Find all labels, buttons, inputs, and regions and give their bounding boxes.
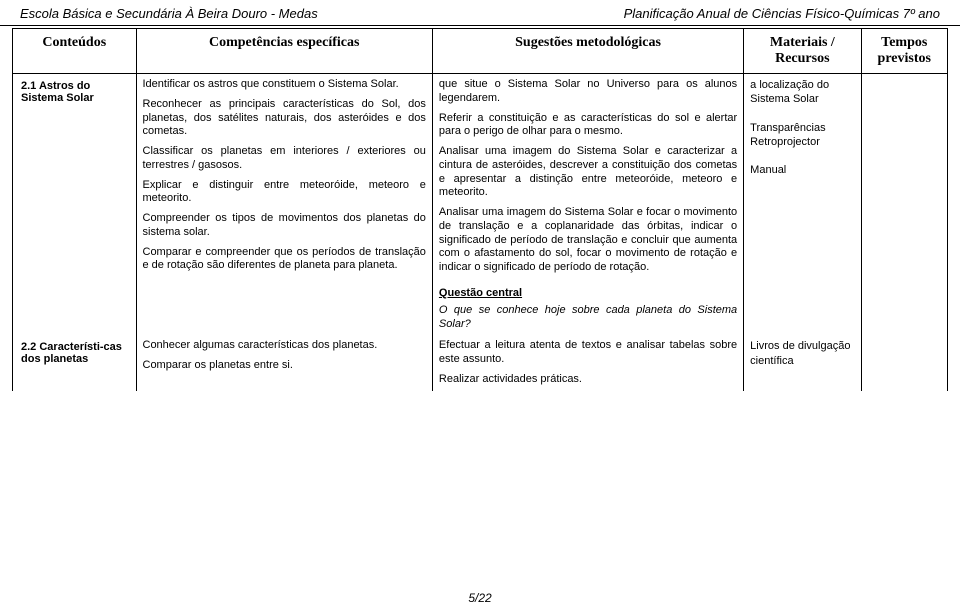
page-number: 5/22 (0, 591, 960, 605)
competencia-text: Identificar os astros que constituem o S… (143, 78, 426, 92)
col-sugestoes: Sugestões metodológicas (432, 29, 743, 74)
cell-competencias: Identificar os astros que constituem o S… (136, 74, 432, 279)
col-tempos: Tempos previstos (861, 29, 948, 74)
questao-title: Questão central (439, 287, 737, 299)
cell-empty (136, 279, 432, 336)
cell-questao: Questão central O que se conhece hoje so… (432, 279, 743, 336)
competencia-text: Reconhecer as principais características… (143, 98, 426, 139)
plan-table: Conteúdos Competências específicas Suges… (12, 28, 948, 391)
material-item: Livros de divulgação científica (750, 339, 854, 368)
col-conteudos: Conteúdos (13, 29, 137, 74)
col-competencias: Competências específicas (136, 29, 432, 74)
table-row: 2.1 Astros do Sistema Solar Identificar … (13, 74, 948, 279)
competencia-text: Comparar e compreender que os períodos d… (143, 246, 426, 274)
cell-tempos (861, 335, 948, 390)
sugestao-text: que situe o Sistema Solar no Universo pa… (439, 78, 737, 106)
cell-competencias: Conhecer algumas características dos pla… (136, 335, 432, 390)
competencia-text: Explicar e distinguir entre meteoróide, … (143, 179, 426, 207)
cell-sugestoes: que situe o Sistema Solar no Universo pa… (432, 74, 743, 279)
sugestao-text: Realizar actividades práticas. (439, 373, 737, 387)
competencia-text: Compreender os tipos de movimentos dos p… (143, 212, 426, 240)
topic-title: 2.1 Astros do Sistema Solar (19, 78, 130, 106)
material-item: a localização do Sistema Solar (750, 78, 854, 107)
competencia-text: Classificar os planetas em interiores / … (143, 145, 426, 173)
questao-text: O que se conhece hoje sobre cada planeta… (439, 304, 737, 332)
cell-conteudo: 2.1 Astros do Sistema Solar (13, 74, 137, 279)
cell-materiais: a localização do Sistema Solar Transparê… (744, 74, 861, 279)
cell-empty (744, 279, 861, 336)
cell-sugestoes: Efectuar a leitura atenta de textos e an… (432, 335, 743, 390)
sugestao-text: Efectuar a leitura atenta de textos e an… (439, 339, 737, 367)
sugestao-text: Analisar uma imagem do Sistema Solar e c… (439, 145, 737, 200)
cell-tempos (861, 74, 948, 279)
plan-table-wrap: Conteúdos Competências específicas Suges… (0, 26, 960, 391)
cell-empty (861, 279, 948, 336)
cell-conteudo: 2.2 Característi-cas dos planetas (13, 335, 137, 390)
header-left: Escola Básica e Secundária À Beira Douro… (20, 6, 318, 21)
competencia-text: Conhecer algumas características dos pla… (143, 339, 426, 353)
competencia-text: Comparar os planetas entre si. (143, 359, 426, 373)
sugestao-text: Referir a constituição e as característi… (439, 112, 737, 140)
cell-empty (13, 279, 137, 336)
table-row: Questão central O que se conhece hoje so… (13, 279, 948, 336)
material-item: Manual (750, 163, 854, 177)
table-header-row: Conteúdos Competências específicas Suges… (13, 29, 948, 74)
page-header: Escola Básica e Secundária À Beira Douro… (0, 0, 960, 26)
topic-title: 2.2 Característi-cas dos planetas (19, 339, 130, 367)
table-row: 2.2 Característi-cas dos planetas Conhec… (13, 335, 948, 390)
sugestao-text: Analisar uma imagem do Sistema Solar e f… (439, 206, 737, 275)
material-item: Transparências Retroprojector (750, 121, 854, 150)
cell-materiais: Livros de divulgação científica (744, 335, 861, 390)
header-right: Planificação Anual de Ciências Físico-Qu… (624, 6, 940, 21)
col-materiais: Materiais / Recursos (744, 29, 861, 74)
